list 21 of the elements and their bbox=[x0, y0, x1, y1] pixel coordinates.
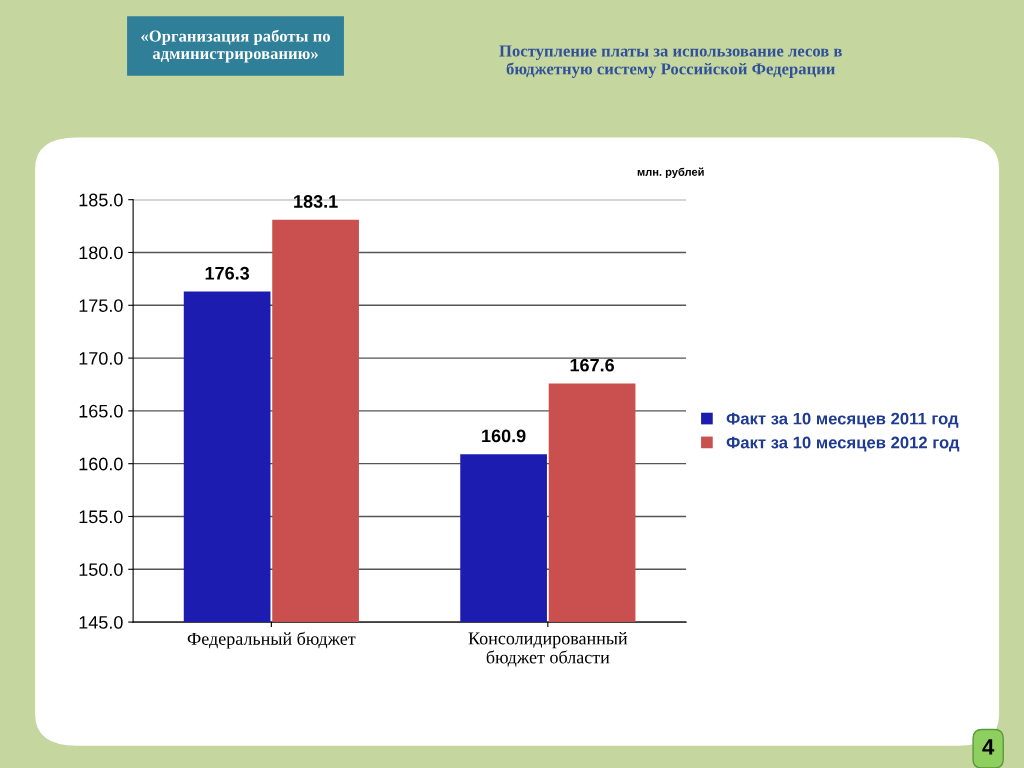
text: млн. рублей bbox=[637, 167, 704, 179]
data-label: 167.6 bbox=[570, 358, 615, 372]
data-label: 160.9 bbox=[482, 429, 526, 443]
y-tick-label: 150.0 bbox=[79, 563, 123, 576]
y-tick-label: 180.0 bbox=[79, 246, 123, 260]
x-tick-label: Консолидированный бюджет области bbox=[468, 631, 628, 667]
y-tick-label: 185.0 bbox=[79, 193, 123, 207]
text: «Организация работы по администрированию» bbox=[141, 29, 330, 63]
chart-title: Поступление платы за использование лесов в бюджетную систему Российской Федерации bbox=[499, 45, 842, 78]
x-tick-label: Федеральный бюджет bbox=[187, 631, 356, 649]
legend-label: Факт за 10 месяцев 2012 год bbox=[726, 436, 960, 452]
y-tick-label: 170.0 bbox=[79, 352, 123, 365]
y-tick-label: 165.0 bbox=[79, 404, 123, 418]
y-tick-label: 155.0 bbox=[79, 510, 123, 524]
y-tick-label: 160.0 bbox=[79, 457, 123, 471]
text: 4 bbox=[982, 739, 995, 755]
data-label: 176.3 bbox=[205, 266, 250, 280]
legend-label: Факт за 10 месяцев 2011 год bbox=[726, 412, 959, 428]
y-tick-label: 175.0 bbox=[79, 299, 123, 312]
y-tick-label: 145.0 bbox=[79, 616, 123, 629]
data-label: 183.1 bbox=[294, 195, 338, 208]
